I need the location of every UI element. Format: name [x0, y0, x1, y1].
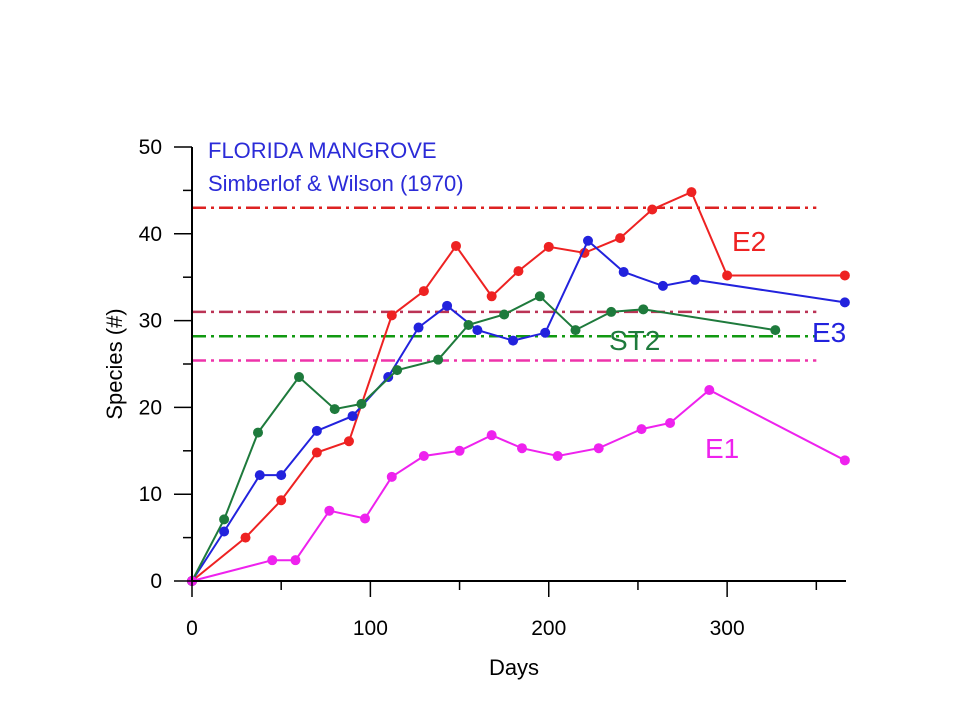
data-point-e2	[386, 310, 397, 321]
data-point-e1	[552, 451, 563, 462]
data-point-e3	[442, 300, 453, 311]
data-point-st2	[570, 325, 581, 336]
y-tick-label: 20	[139, 396, 162, 419]
chart-annotation-line-1: FLORIDA MANGROVE	[208, 138, 437, 163]
series-e3	[187, 235, 850, 586]
data-point-st2	[433, 354, 444, 365]
data-point-e2	[240, 532, 251, 543]
series-e2	[187, 187, 850, 586]
data-point-e1	[517, 443, 527, 454]
reference-lines	[192, 206, 817, 362]
data-point-e3	[657, 280, 668, 291]
data-point-e2	[311, 447, 322, 458]
data-point-st2	[253, 427, 263, 438]
data-point-e3	[583, 235, 593, 246]
data-point-e1	[324, 505, 335, 516]
series-label-e1: E1	[705, 433, 739, 464]
y-tick-label: 0	[150, 570, 162, 593]
data-point-e3	[254, 470, 265, 481]
series-label-e2: E2	[732, 226, 766, 257]
data-point-e2	[513, 266, 524, 277]
data-point-e2	[615, 233, 626, 244]
y-tick-label: 30	[139, 310, 162, 333]
data-point-e2	[543, 241, 554, 252]
data-point-e3	[508, 335, 519, 346]
y-tick-label: 10	[139, 483, 162, 506]
x-axis-ticks: 0 100 200 300	[186, 581, 818, 640]
data-point-e1	[290, 555, 301, 566]
data-point-st2	[606, 306, 617, 317]
data-point-e1	[386, 471, 397, 482]
x-tick-label: 0	[186, 617, 198, 640]
y-axis-label: Species (#)	[102, 308, 127, 419]
data-point-e3	[219, 526, 230, 537]
data-point-st2	[463, 319, 474, 330]
data-point-e1	[454, 445, 465, 456]
data-point-e3	[472, 325, 483, 336]
data-point-st2	[329, 404, 340, 415]
data-point-e1	[636, 424, 647, 435]
data-point-e3	[383, 372, 394, 383]
data-point-e3	[618, 266, 629, 277]
data-point-e3	[276, 470, 287, 481]
data-point-st2	[392, 365, 403, 376]
data-point-e2	[343, 436, 354, 447]
data-point-st2	[219, 514, 230, 525]
data-point-e1	[418, 451, 429, 462]
data-point-e1	[593, 443, 604, 454]
data-point-e3	[690, 274, 701, 285]
data-point-st2	[534, 291, 545, 302]
series-line-e3	[191, 239, 846, 582]
data-point-e3	[347, 411, 358, 422]
data-point-e1	[360, 513, 371, 524]
x-tick-label: 100	[353, 617, 388, 640]
y-tick-label: 50	[139, 136, 162, 159]
data-point-e2	[486, 291, 497, 302]
y-axis-ticks: 0 10 20 30 40 50	[139, 136, 192, 593]
data-point-e1	[486, 430, 497, 441]
data-point-e2	[686, 187, 697, 198]
series-label-e3: E3	[812, 317, 846, 348]
chart-annotation-line-2: Simberlof & Wilson (1970)	[208, 171, 464, 196]
series-line-e1	[191, 388, 846, 582]
data-point-e2	[276, 495, 287, 506]
data-point-e3	[540, 327, 551, 338]
data-point-e3	[839, 297, 850, 308]
data-point-e1	[704, 385, 715, 396]
data-point-e2	[722, 270, 733, 281]
data-point-e2	[647, 204, 658, 215]
series-st2	[187, 291, 781, 586]
series-e1	[187, 385, 850, 586]
x-axis-label: Days	[489, 655, 539, 680]
data-point-st2	[638, 304, 649, 315]
data-point-st2	[356, 398, 367, 409]
data-point-e3	[311, 425, 322, 436]
data-point-e1	[839, 455, 850, 466]
data-point-e2	[418, 286, 429, 297]
x-tick-label: 200	[531, 617, 566, 640]
data-point-e1	[665, 418, 676, 429]
data-point-e2	[451, 240, 461, 251]
x-tick-label: 300	[710, 617, 745, 640]
data-point-st2	[499, 309, 510, 320]
data-point-st2	[294, 372, 305, 383]
data-point-st2	[770, 325, 781, 336]
series-label-st2: ST2	[609, 325, 660, 356]
data-point-e2	[839, 270, 850, 281]
data-point-e1	[267, 555, 278, 566]
series-layer	[187, 187, 850, 586]
data-point-e3	[413, 322, 424, 333]
y-tick-label: 40	[139, 223, 162, 246]
